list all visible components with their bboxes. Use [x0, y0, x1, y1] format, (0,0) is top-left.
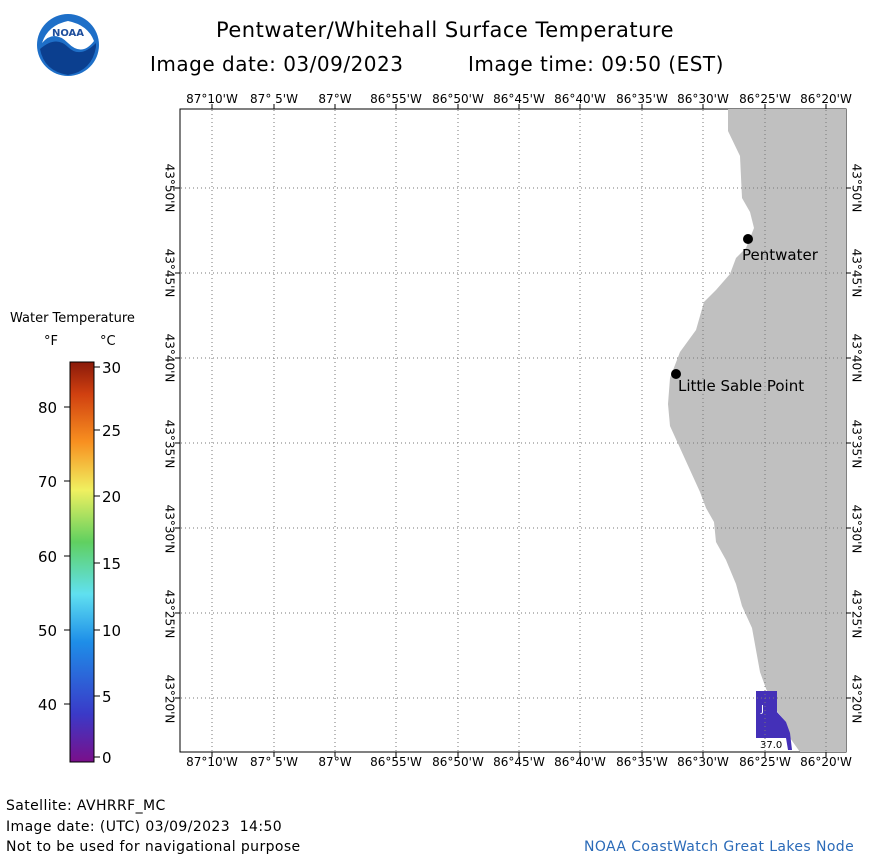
- lon-label: 87°W: [318, 755, 352, 769]
- credit-link[interactable]: NOAA CoastWatch Great Lakes Node: [584, 839, 855, 855]
- lon-label: 86°55'W: [370, 755, 422, 769]
- lon-label: 87°W: [318, 92, 352, 106]
- legend-colorbar: [64, 361, 100, 763]
- lon-label: 86°30'W: [677, 755, 729, 769]
- lon-label: 87° 5'W: [250, 92, 298, 106]
- lon-label: 86°55'W: [370, 92, 422, 106]
- legend-c-tick: 5: [102, 688, 112, 706]
- temperature-sample-patch: [756, 691, 792, 750]
- legend-f-tick: 60: [38, 548, 58, 566]
- lon-label: 86°50'W: [432, 92, 484, 106]
- legend-unit-c: °C: [100, 334, 116, 349]
- legend-c-tick: 15: [102, 555, 122, 573]
- legend-c-tick: 0: [102, 749, 112, 767]
- legend-c-tick: 25: [102, 422, 122, 440]
- logo-text: NOAA: [52, 28, 84, 39]
- lon-label: 86°35'W: [616, 755, 668, 769]
- lon-label: 86°45'W: [493, 755, 545, 769]
- lon-label: 87°10'W: [186, 92, 238, 106]
- noaa-logo: NOAA: [36, 13, 100, 77]
- image-date: Image date: 03/09/2023: [150, 52, 404, 76]
- pentwater-label: Pentwater: [742, 246, 819, 264]
- lon-label: 86°25'W: [739, 755, 791, 769]
- water-value-label: 37.0: [760, 740, 782, 751]
- legend-f-tick: 70: [38, 473, 58, 491]
- tick-marks: [175, 104, 851, 757]
- pentwater-marker: [743, 234, 753, 244]
- satellite-info: Satellite: AVHRRF_MC: [6, 798, 166, 814]
- lon-label: 86°45'W: [493, 92, 545, 106]
- legend-title: Water Temperature: [10, 311, 135, 326]
- land-area: [668, 109, 846, 752]
- lon-label: 87°10'W: [186, 755, 238, 769]
- utc-date-info: Image date: (UTC) 03/09/2023 14:50: [6, 819, 283, 835]
- legend-f-tick: 50: [38, 622, 58, 640]
- legend-c-tick: 20: [102, 488, 122, 506]
- little-sable-point-label: Little Sable Point: [678, 377, 804, 395]
- page-title: Pentwater/Whitehall Surface Temperature: [215, 18, 675, 42]
- image-time: Image time: 09:50 (EST): [468, 52, 724, 76]
- lon-label: 86°50'W: [432, 755, 484, 769]
- disclaimer: Not to be used for navigational purpose: [6, 839, 301, 855]
- lon-label: 86°20'W: [800, 755, 852, 769]
- lon-label: 86°25'W: [739, 92, 791, 106]
- lon-label: 86°35'W: [616, 92, 668, 106]
- lon-label: 87° 5'W: [250, 755, 298, 769]
- grid-lines: [181, 110, 845, 751]
- legend-f-tick: 80: [38, 399, 58, 417]
- little-sable-point-marker: [671, 369, 681, 379]
- legend-c-tick: 10: [102, 622, 122, 640]
- legend-f-tick: 40: [38, 696, 58, 714]
- legend-unit-f: °F: [44, 334, 58, 349]
- colorbar-gradient: [69, 361, 95, 763]
- lon-label: 86°30'W: [677, 92, 729, 106]
- patch-glyph: J: [760, 704, 764, 715]
- lon-label: 86°20'W: [800, 92, 852, 106]
- legend-c-tick: 30: [102, 359, 122, 377]
- lon-label: 86°40'W: [554, 755, 606, 769]
- lon-label: 86°40'W: [554, 92, 606, 106]
